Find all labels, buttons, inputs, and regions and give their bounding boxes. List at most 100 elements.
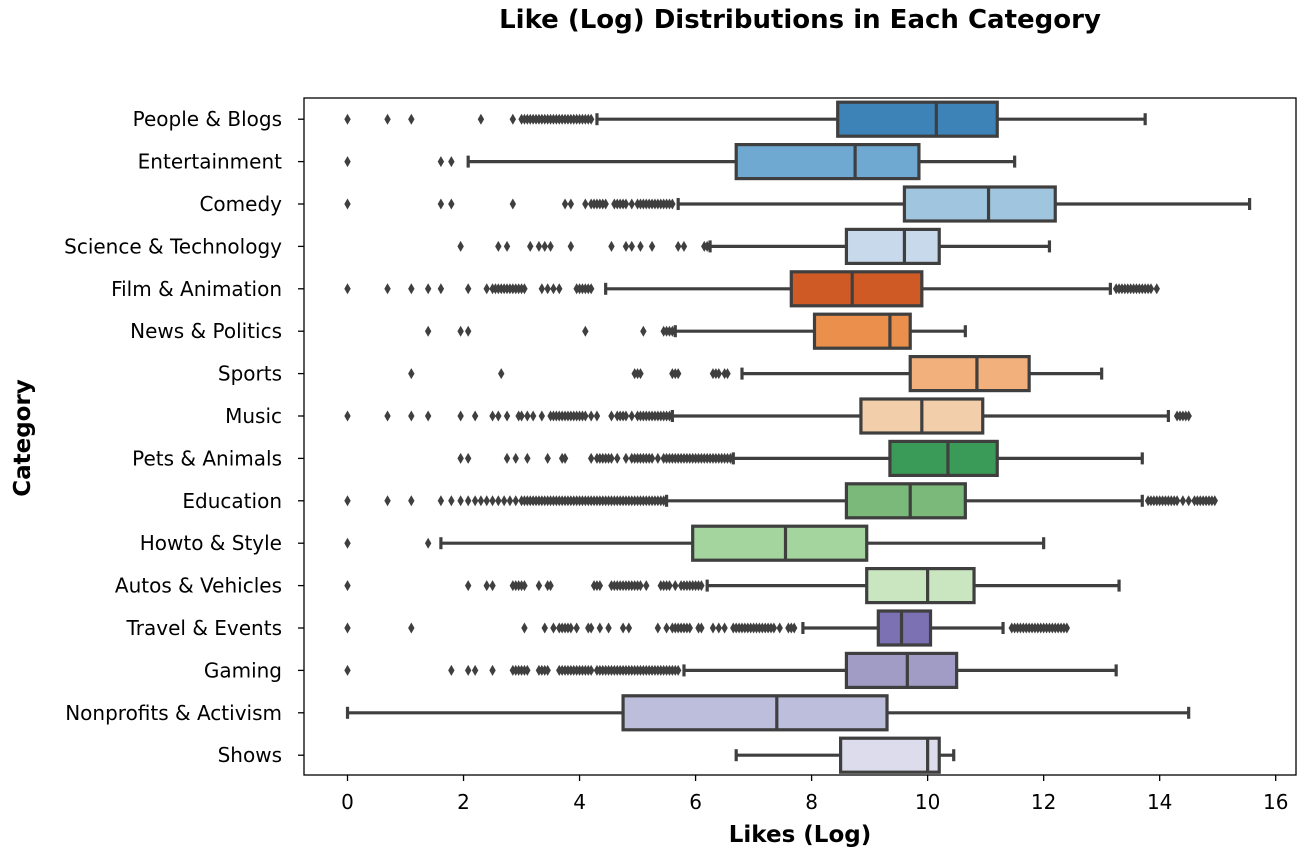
x-tick-label-10: 10 bbox=[915, 790, 940, 814]
outlier-point bbox=[573, 622, 580, 634]
outlier-point bbox=[344, 156, 351, 168]
outlier-point bbox=[489, 495, 496, 507]
ticks-layer: People & Blogs Entertainment Comedy Science… bbox=[64, 107, 1288, 814]
outlier-point bbox=[344, 283, 351, 295]
outlier-point bbox=[457, 325, 464, 337]
outlier-point bbox=[448, 664, 455, 676]
outlier-point bbox=[498, 368, 505, 380]
y-tick-label-gaming: Gaming bbox=[204, 658, 282, 682]
outlier-point bbox=[660, 495, 667, 507]
outlier-point bbox=[715, 368, 722, 380]
outlier-point bbox=[587, 664, 595, 676]
outlier-point bbox=[724, 368, 731, 380]
outlier-point bbox=[424, 537, 432, 549]
outlier-point bbox=[344, 113, 351, 125]
outlier-point bbox=[512, 495, 519, 507]
outlier-point bbox=[582, 198, 589, 210]
outlier-point bbox=[521, 283, 528, 295]
outlier-point bbox=[521, 580, 528, 592]
y-tick-label-nonprofits-and-activism: Nonprofits & Activism bbox=[65, 701, 282, 725]
boxes-layer bbox=[344, 100, 1252, 774]
outlier-point bbox=[605, 622, 612, 634]
outlier-point bbox=[637, 580, 644, 592]
outlier-point bbox=[1211, 495, 1218, 507]
box-iqr bbox=[812, 312, 912, 350]
outlier-point bbox=[770, 622, 778, 634]
outlier-point bbox=[457, 240, 464, 252]
y-tick-label-howto-and-style: Howto & Style bbox=[140, 531, 282, 555]
outlier-point bbox=[547, 240, 554, 252]
outlier-point bbox=[608, 452, 615, 464]
outlier-point bbox=[654, 452, 662, 464]
plot-frame bbox=[303, 97, 1297, 776]
outlier-point bbox=[512, 452, 519, 464]
outlier-point bbox=[544, 664, 551, 676]
outlier-point bbox=[587, 622, 595, 634]
outlier-point bbox=[457, 410, 464, 422]
outlier-point bbox=[408, 113, 415, 125]
outlier-point bbox=[344, 622, 351, 634]
outlier-point bbox=[384, 410, 391, 422]
outlier-point bbox=[643, 580, 650, 592]
outlier-point bbox=[674, 664, 682, 676]
outlier-point bbox=[666, 410, 673, 422]
outlier-point bbox=[587, 283, 595, 295]
outlier-point bbox=[344, 495, 351, 507]
y-tick-label-news-and-politics: News & Politics bbox=[130, 319, 282, 343]
outlier-point bbox=[344, 198, 351, 210]
outlier-point bbox=[408, 622, 415, 634]
x-tick-label-14: 14 bbox=[1147, 790, 1172, 814]
outlier-point bbox=[703, 240, 711, 252]
outlier-point bbox=[527, 240, 534, 252]
outlier-point bbox=[544, 283, 551, 295]
y-tick-label-travel-and-events: Travel & Events bbox=[126, 616, 282, 640]
outlier-point bbox=[424, 325, 432, 337]
outlier-point bbox=[518, 410, 525, 422]
outlier-point bbox=[509, 113, 517, 125]
outlier-point bbox=[622, 452, 630, 464]
outlier-point bbox=[483, 283, 490, 295]
outlier-point bbox=[483, 580, 490, 592]
outlier-point bbox=[672, 580, 679, 592]
outlier-point bbox=[503, 452, 511, 464]
category-science-and-technology bbox=[457, 227, 1052, 265]
outlier-point bbox=[448, 495, 455, 507]
box-iqr bbox=[844, 227, 941, 265]
x-tick-label-12: 12 bbox=[1031, 790, 1056, 814]
outlier-point bbox=[384, 113, 391, 125]
category-entertainment bbox=[344, 143, 1017, 181]
y-tick-label-shows: Shows bbox=[218, 743, 282, 767]
outlier-point bbox=[495, 240, 502, 252]
outlier-point bbox=[680, 240, 688, 252]
outlier-point bbox=[1179, 495, 1187, 507]
outlier-point bbox=[437, 156, 445, 168]
outlier-point bbox=[619, 622, 627, 634]
x-tick-label-0: 0 bbox=[341, 790, 354, 814]
y-tick-label-sports: Sports bbox=[218, 362, 282, 386]
outlier-point bbox=[535, 580, 543, 592]
outlier-point bbox=[489, 410, 496, 422]
outlier-point bbox=[1147, 283, 1155, 295]
outlier-point bbox=[1185, 410, 1192, 422]
y-tick-label-comedy: Comedy bbox=[199, 192, 282, 216]
outlier-point bbox=[464, 325, 472, 337]
outlier-point bbox=[648, 452, 656, 464]
outlier-point bbox=[503, 240, 511, 252]
outlier-point bbox=[669, 325, 676, 337]
y-tick-label-pets-and-animals: Pets & Animals bbox=[132, 446, 282, 470]
box-iqr bbox=[839, 736, 941, 774]
outlier-point bbox=[663, 622, 670, 634]
outlier-point bbox=[471, 495, 479, 507]
category-pets-and-animals bbox=[457, 439, 1144, 477]
outlier-point bbox=[640, 325, 647, 337]
x-tick-label-8: 8 bbox=[805, 790, 818, 814]
category-film-and-animation bbox=[344, 270, 1160, 308]
x-tick-label-6: 6 bbox=[689, 790, 702, 814]
outlier-point bbox=[344, 410, 351, 422]
x-tick-label-2: 2 bbox=[457, 790, 470, 814]
outlier-point bbox=[541, 622, 548, 634]
y-tick-label-autos-and-vehicles: Autos & Vehicles bbox=[115, 574, 282, 598]
outlier-point bbox=[698, 580, 705, 592]
outlier-point bbox=[637, 240, 644, 252]
outlier-point bbox=[608, 410, 615, 422]
